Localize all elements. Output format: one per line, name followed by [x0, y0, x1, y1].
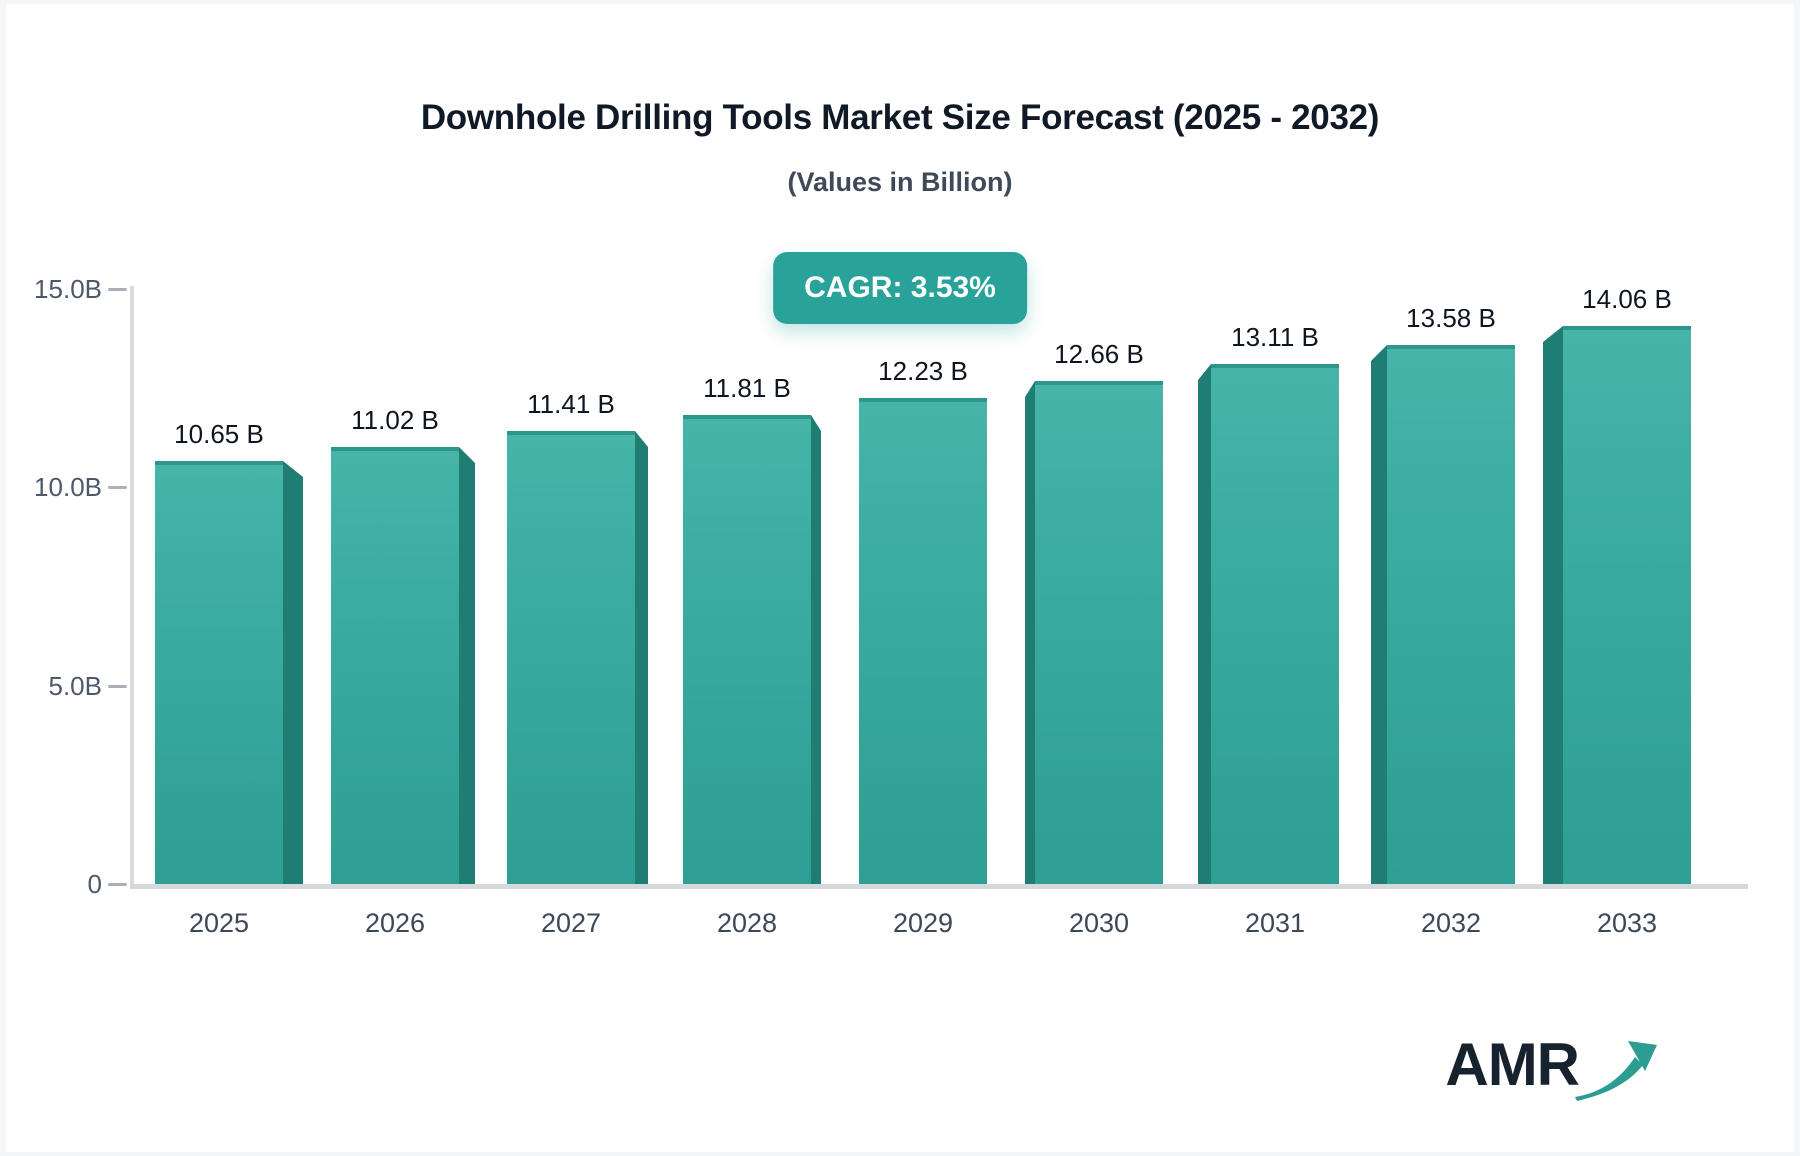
y-axis-line — [130, 286, 134, 888]
y-axis-tick-label: 0 — [87, 869, 102, 899]
bar-value-label: 11.02 B — [351, 405, 439, 435]
bar-side-shade — [1198, 364, 1211, 884]
x-axis-label: 2025 — [188, 908, 250, 938]
chart-title: Downhole Drilling Tools Market Size Fore… — [420, 98, 1380, 137]
chart-subtitle: (Values in Billion) — [787, 167, 1013, 197]
x-axis-label: 2029 — [892, 908, 954, 938]
y-axis-tick-mark — [108, 684, 127, 688]
x-axis-label: 2032 — [1420, 908, 1482, 938]
bar-side-shade — [1025, 381, 1035, 884]
x-axis-label: 2033 — [1596, 908, 1658, 938]
x-axis-label: 2027 — [540, 908, 602, 938]
x-axis-label: 2026 — [364, 908, 426, 938]
cagr-badge: CAGR: 3.53% — [773, 252, 1027, 324]
bar-side-shade — [635, 431, 648, 884]
x-axis-line — [130, 884, 1748, 889]
y-axis-tick-mark — [108, 486, 127, 489]
bar-side-shade — [1371, 345, 1387, 884]
y-axis-tick-label: 5.0B — [48, 670, 103, 701]
bar-side-shade — [811, 415, 821, 884]
bar-value-label: 13.11 B — [1231, 322, 1319, 352]
bar-2030 — [1035, 381, 1163, 884]
y-axis-tick-mark — [108, 287, 127, 291]
bar-2033 — [1563, 326, 1691, 884]
bar-2027 — [507, 431, 635, 884]
growth-arrow-icon — [1573, 1039, 1659, 1110]
bar-value-label: 11.81 B — [703, 373, 791, 403]
bar-value-label: 13.58 B — [1406, 303, 1496, 333]
bar-2032 — [1387, 345, 1515, 884]
bar-side-shade — [459, 447, 475, 884]
bar-value-label: 14.06 B — [1582, 284, 1672, 314]
bar-2028 — [683, 415, 811, 884]
x-axis-label: 2030 — [1068, 908, 1130, 938]
bar-value-label: 12.23 B — [878, 356, 968, 386]
chart-card: Downhole Drilling Tools Market Size Fore… — [6, 4, 1794, 1152]
bar-value-label: 11.41 B — [527, 389, 615, 419]
y-axis-tick-mark — [108, 883, 127, 886]
x-axis-label: 2031 — [1244, 908, 1306, 938]
bar-2025 — [155, 461, 283, 884]
bar-side-shade — [1543, 326, 1563, 884]
bar-2029 — [859, 398, 987, 884]
bar-value-label: 12.66 B — [1054, 339, 1144, 369]
bar-side-shade — [283, 461, 303, 884]
bar-2031 — [1211, 364, 1339, 884]
y-axis-tick-label: 15.0B — [34, 273, 102, 304]
bar-value-label: 10.65 B — [174, 419, 264, 449]
bar-2026 — [331, 447, 459, 884]
y-axis-tick-label: 10.0B — [34, 472, 102, 502]
brand-logo-text: AMR — [1445, 1031, 1580, 1098]
x-axis-label: 2028 — [716, 908, 778, 938]
brand-logo: AMR — [1445, 1035, 1659, 1110]
